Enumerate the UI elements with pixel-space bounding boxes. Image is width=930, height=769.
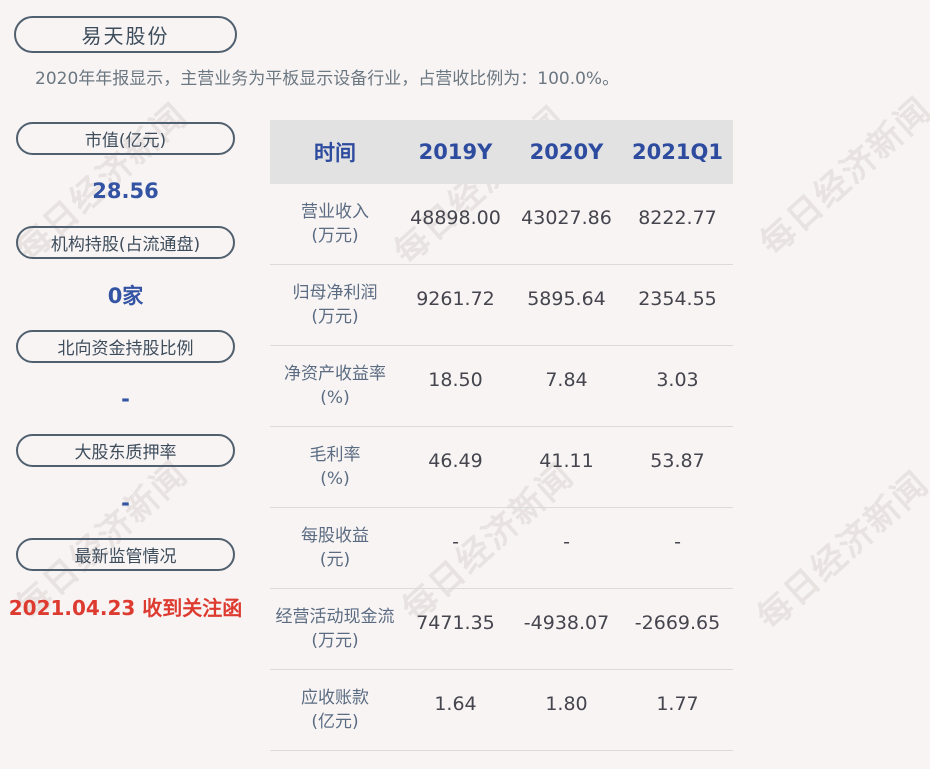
column-header-time: 时间 xyxy=(314,141,356,165)
sidebar-metric-block: 大股东质押率 - xyxy=(16,434,235,538)
sidebar-metric-block: 北向资金持股比例 - xyxy=(16,330,235,434)
table-row: 应收账款 (亿元) 1.64 1.80 1.77 xyxy=(270,670,733,751)
row-label-name: 经营活动现金流 xyxy=(275,607,395,627)
metric-label: 最新监管情况 xyxy=(74,547,177,567)
company-name-pill: 易天股份 xyxy=(14,16,237,53)
watermark-text: 每日经济新闻 xyxy=(752,89,930,264)
cell-2021q1: 8222.77 xyxy=(638,207,717,229)
row-label: 应收账款 (亿元) xyxy=(270,670,400,750)
business-summary-text: 2020年年报显示，主营业务为平板显示设备行业，占营收比例为：100.0%。 xyxy=(35,69,620,89)
row-label-unit: (万元) xyxy=(311,226,359,246)
cell-2020: - xyxy=(563,531,570,553)
financials-table: 时间 2019Y 2020Y 2021Q1 营业收入 (万元) 48898.00 43… xyxy=(270,120,733,751)
row-label: 归母净利润 (万元) xyxy=(270,265,400,345)
metric-value: 0家 xyxy=(107,283,144,308)
row-label: 每股收益 (元) xyxy=(270,508,400,588)
table-row: 净资产收益率 (%) 18.50 7.84 3.03 xyxy=(270,346,733,427)
table-row: 每股收益 (元) - - - xyxy=(270,508,733,589)
cell-2020: 5895.64 xyxy=(527,288,606,310)
cell-2019: 18.50 xyxy=(428,369,483,391)
metric-label-pill: 市值(亿元) xyxy=(16,122,235,155)
company-name: 易天股份 xyxy=(81,24,170,48)
table-row: 归母净利润 (万元) 9261.72 5895.64 2354.55 xyxy=(270,265,733,346)
cell-2020: 41.11 xyxy=(539,450,594,472)
cell-2019: 9261.72 xyxy=(416,288,495,310)
metric-label-pill: 机构持股(占流通盘) xyxy=(16,226,235,259)
row-label-name: 营业收入 xyxy=(301,202,369,222)
cell-2020: 43027.86 xyxy=(521,207,612,229)
metric-value: 2021.04.23 收到关注函 xyxy=(8,596,243,620)
metric-label: 大股东质押率 xyxy=(74,443,177,463)
table-row: 毛利率 (%) 46.49 41.11 53.87 xyxy=(270,427,733,508)
row-label: 净资产收益率 (%) xyxy=(270,346,400,426)
metric-label-pill: 最新监管情况 xyxy=(16,538,235,571)
cell-2019: 46.49 xyxy=(428,450,483,472)
row-label-name: 毛利率 xyxy=(309,445,361,465)
cell-2020: -4938.07 xyxy=(523,612,610,634)
metric-value: - xyxy=(121,490,130,515)
cell-2021q1: - xyxy=(674,531,681,553)
row-label-name: 归母净利润 xyxy=(292,283,378,303)
metric-label-pill: 北向资金持股比例 xyxy=(16,330,235,363)
cell-2019: 48898.00 xyxy=(410,207,501,229)
row-label-name: 净资产收益率 xyxy=(284,364,386,384)
row-label: 毛利率 (%) xyxy=(270,427,400,507)
metric-value: - xyxy=(121,386,130,411)
table-body: 营业收入 (万元) 48898.00 43027.86 8222.77 归母净利润 (万元)… xyxy=(270,184,733,751)
cell-2019: 7471.35 xyxy=(416,612,495,634)
cell-2021q1: 1.77 xyxy=(656,693,699,715)
row-label-unit: (万元) xyxy=(311,631,359,651)
cell-2020: 7.84 xyxy=(545,369,588,391)
column-header-2021q1: 2021Q1 xyxy=(632,140,723,164)
table-row: 营业收入 (万元) 48898.00 43027.86 8222.77 xyxy=(270,184,733,265)
row-label-name: 应收账款 xyxy=(301,688,369,708)
row-label: 营业收入 (万元) xyxy=(270,184,400,264)
cell-2021q1: 2354.55 xyxy=(638,288,717,310)
table-header-row: 时间 2019Y 2020Y 2021Q1 xyxy=(270,120,733,184)
sidebar-metric-block: 最新监管情况 2021.04.23 收到关注函 xyxy=(8,538,243,642)
metric-value: 28.56 xyxy=(92,178,159,203)
column-header-2020: 2020Y xyxy=(529,140,604,164)
row-label-unit: (%) xyxy=(320,469,350,489)
metric-label-pill: 大股东质押率 xyxy=(16,434,235,467)
watermark-text: 每日经济新闻 xyxy=(749,463,930,638)
metric-label: 北向资金持股比例 xyxy=(57,339,194,359)
cell-2019: - xyxy=(452,531,459,553)
sidebar-metric-block: 机构持股(占流通盘) 0家 xyxy=(16,226,235,330)
column-header-2019: 2019Y xyxy=(418,140,493,164)
cell-2021q1: -2669.65 xyxy=(634,612,721,634)
cell-2019: 1.64 xyxy=(434,693,477,715)
row-label-unit: (亿元) xyxy=(311,712,359,732)
row-label: 经营活动现金流 (万元) xyxy=(270,589,400,669)
table-row: 经营活动现金流 (万元) 7471.35 -4938.07 -2669.65 xyxy=(270,589,733,670)
row-label-unit: (%) xyxy=(320,388,350,408)
cell-2021q1: 53.87 xyxy=(650,450,705,472)
cell-2020: 1.80 xyxy=(545,693,588,715)
metric-label: 机构持股(占流通盘) xyxy=(50,235,201,255)
key-metrics-sidebar: 市值(亿元) 28.56 机构持股(占流通盘) 0家北向资金持股比例 - 大股东质押率 - 最… xyxy=(8,122,243,642)
metric-label: 市值(亿元) xyxy=(84,131,167,151)
sidebar-metric-block: 市值(亿元) 28.56 xyxy=(16,122,235,226)
row-label-unit: (万元) xyxy=(311,307,359,327)
cell-2021q1: 3.03 xyxy=(656,369,699,391)
row-label-name: 每股收益 xyxy=(301,526,369,546)
row-label-unit: (元) xyxy=(319,550,351,570)
